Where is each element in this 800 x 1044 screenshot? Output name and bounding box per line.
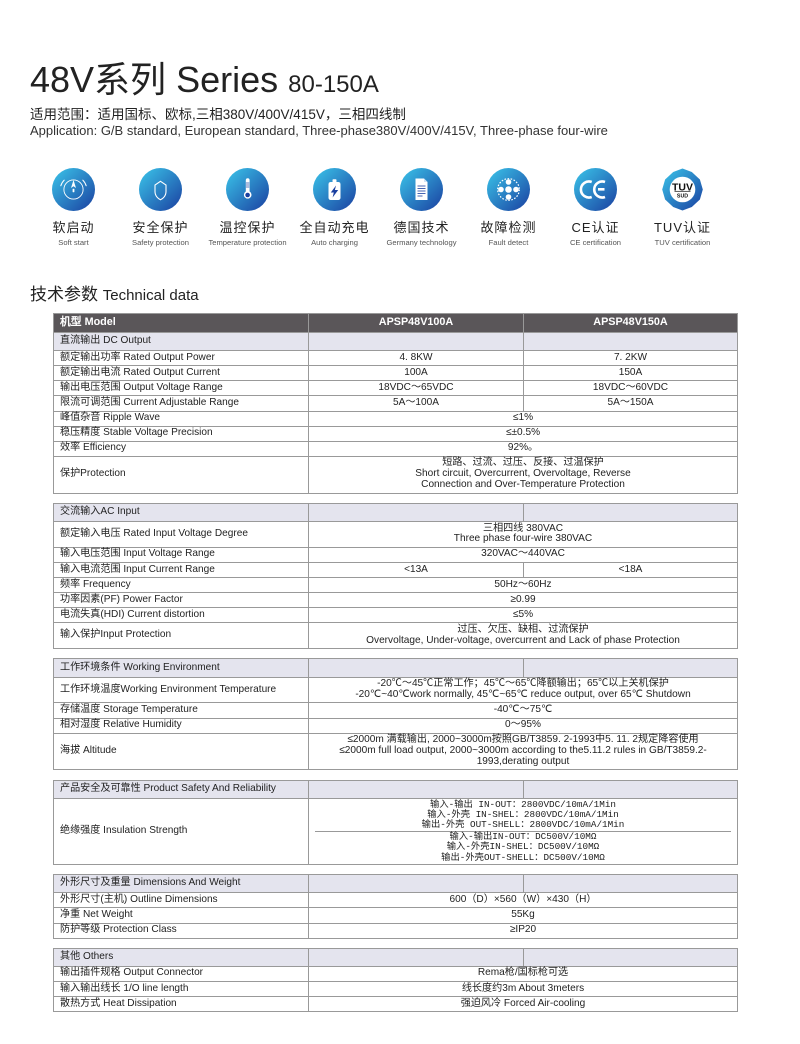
svg-text:SUD: SUD [677, 193, 688, 199]
svg-text:TUV: TUV [672, 182, 693, 194]
